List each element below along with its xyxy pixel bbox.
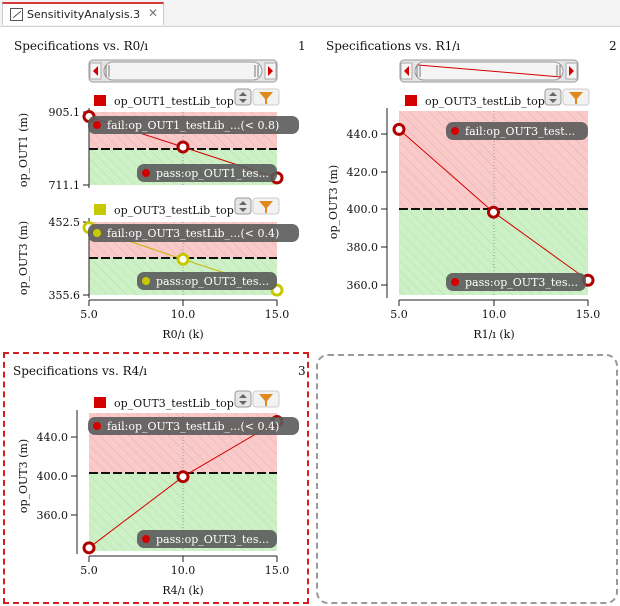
fail-pill[interactable]: fail:op_OUT3_testLib_...(< 0.4): [88, 224, 299, 242]
up-arrow-icon: [549, 92, 557, 96]
x-axis-label: R4/ı (k): [162, 584, 203, 597]
subplot-r1-op-out3: 440.0 420.0 400.0 380.0 360.0 op_OUT3 (m…: [327, 95, 595, 298]
y-tick-label: 400.0: [37, 470, 69, 483]
legend-swatch: [94, 397, 106, 408]
slider-left-arrow-icon[interactable]: [93, 66, 98, 76]
down-arrow-icon: [239, 99, 247, 103]
filter-icon[interactable]: [252, 197, 280, 215]
filter-icon[interactable]: [252, 390, 280, 408]
up-arrow-icon: [239, 92, 247, 96]
y-tick-label: 711.1: [49, 179, 81, 192]
y-tick-label: 360.0: [37, 509, 69, 522]
legend-swatch: [94, 95, 106, 106]
legend-label: op_OUT3_testLib_top: [114, 397, 234, 410]
data-point[interactable]: [82, 541, 96, 555]
y-tick-label: 420.0: [347, 166, 379, 179]
down-arrow-icon: [239, 401, 247, 405]
data-point[interactable]: [176, 470, 190, 484]
tab-title: SensitivityAnalysis.3: [27, 8, 141, 21]
filter-icon[interactable]: [562, 88, 590, 106]
up-arrow-icon: [239, 394, 247, 398]
up-arrow-icon: [239, 201, 247, 205]
data-point[interactable]: [392, 122, 406, 136]
y-tick-label: 400.0: [347, 203, 379, 216]
y-tick-label: 440.0: [37, 431, 69, 444]
slider-thumb[interactable]: [103, 61, 263, 81]
subplot-r4-op-out3: 440.0 400.0 360.0 op_OUT3 (m) op_OUT3_te…: [17, 397, 299, 555]
x-tick-label: 15.0: [265, 564, 290, 577]
spin-control[interactable]: [544, 88, 562, 106]
panel-number: 1: [298, 39, 306, 53]
subplot-op-out1: 905.1 711.1 op_OUT1 (m) op_OUT1_testLib_…: [17, 95, 299, 192]
slider-right-arrow-icon[interactable]: [268, 66, 273, 76]
x-tick-label: 10.0: [171, 564, 196, 577]
y-axis-label: op_OUT3 (m): [17, 221, 30, 295]
pass-pill-label: pass:op_OUT3_tes...: [156, 533, 269, 546]
fail-pill-label: fail:op_OUT3_testLib_...(< 0.4): [107, 227, 279, 240]
y-tick-label: 360.0: [347, 279, 379, 292]
close-icon[interactable]: ✕: [148, 6, 159, 20]
fail-pill[interactable]: fail:op_OUT1_testLib_...(< 0.8): [88, 116, 299, 134]
x-tick-label: 15.0: [576, 308, 601, 321]
fail-pill-label: fail:op_OUT1_testLib_...(< 0.8): [107, 119, 279, 132]
y-tick-label: 355.6: [49, 289, 81, 302]
panel-number: 3: [298, 364, 306, 378]
down-arrow-icon: [549, 99, 557, 103]
y-tick-label: 452.5: [49, 216, 81, 229]
range-slider-r0[interactable]: [88, 59, 278, 83]
filter-icon[interactable]: [252, 88, 280, 106]
pass-pill[interactable]: pass:op_OUT3_tes...: [137, 530, 277, 548]
tab-sensitivity-analysis[interactable]: SensitivityAnalysis.3 ✕: [2, 2, 164, 25]
y-tick-label: 905.1: [49, 106, 81, 119]
pass-pill-label: pass:op_OUT3_tes...: [156, 275, 269, 288]
editor-tab-bar: SensitivityAnalysis.3 ✕: [0, 0, 620, 27]
panel-number: 2: [609, 39, 617, 53]
fail-pill-label: fail:op_OUT3_testLib_...(< 0.4): [107, 420, 279, 433]
legend-swatch: [94, 204, 106, 215]
panel-title: Specifications vs. R0/ı: [14, 39, 149, 53]
legend-label: op_OUT1_testLib_top: [114, 95, 234, 108]
x-tick-label: 5.0: [80, 308, 98, 321]
legend-swatch: [405, 95, 417, 106]
slider-right-arrow-icon[interactable]: [569, 66, 574, 76]
x-tick-label: 10.0: [482, 308, 507, 321]
pass-pill[interactable]: pass:op_OUT3_tes...: [446, 273, 586, 291]
x-tick-label: 10.0: [171, 308, 196, 321]
spin-control[interactable]: [234, 197, 252, 215]
data-point[interactable]: [176, 252, 190, 266]
subplot-op-out3: 452.5 355.6 op_OUT3 (m) op_OUT3_testLib_…: [17, 204, 299, 302]
y-tick-label: 380.0: [347, 241, 379, 254]
fail-pill-label: fail:op_OUT3_test...: [465, 125, 575, 138]
chart-document-icon: [10, 8, 23, 21]
slider-left-arrow-icon[interactable]: [404, 66, 409, 76]
x-axis-label: R1/ı (k): [473, 328, 514, 341]
down-arrow-icon: [239, 208, 247, 212]
y-tick-label: 440.0: [347, 128, 379, 141]
x-tick-label: 15.0: [265, 308, 290, 321]
legend-label: op_OUT3_testLib_top: [114, 204, 234, 217]
y-axis-label: op_OUT1 (m): [17, 113, 30, 187]
panel-r4-selected[interactable]: [3, 352, 309, 604]
data-point[interactable]: [176, 140, 190, 154]
spin-control[interactable]: [234, 390, 252, 408]
legend-label: op_OUT3_testLib_top: [425, 95, 545, 108]
panel-empty[interactable]: [316, 354, 618, 604]
spin-control[interactable]: [234, 88, 252, 106]
pass-pill[interactable]: pass:op_OUT3_tes...: [137, 272, 277, 290]
y-axis-label: op_OUT3 (m): [17, 439, 30, 513]
x-axis-label: R0/ı (k): [162, 328, 203, 341]
data-point[interactable]: [487, 205, 500, 219]
pass-pill[interactable]: pass:op_OUT1_tes...: [137, 164, 277, 182]
pass-pill-label: pass:op_OUT1_tes...: [156, 167, 269, 180]
pass-pill-label: pass:op_OUT3_tes...: [465, 276, 578, 289]
panel-title: Specifications vs. R1/ı: [326, 39, 461, 53]
x-tick-label: 5.0: [390, 308, 408, 321]
fail-pill[interactable]: fail:op_OUT3_test...: [446, 122, 588, 140]
panel-title: Specifications vs. R4/ı: [13, 364, 148, 378]
range-slider-r1[interactable]: [399, 59, 579, 83]
fail-pill[interactable]: fail:op_OUT3_testLib_...(< 0.4): [88, 417, 299, 435]
y-axis-label: op_OUT3 (m): [327, 165, 340, 239]
x-tick-label: 5.0: [80, 564, 98, 577]
